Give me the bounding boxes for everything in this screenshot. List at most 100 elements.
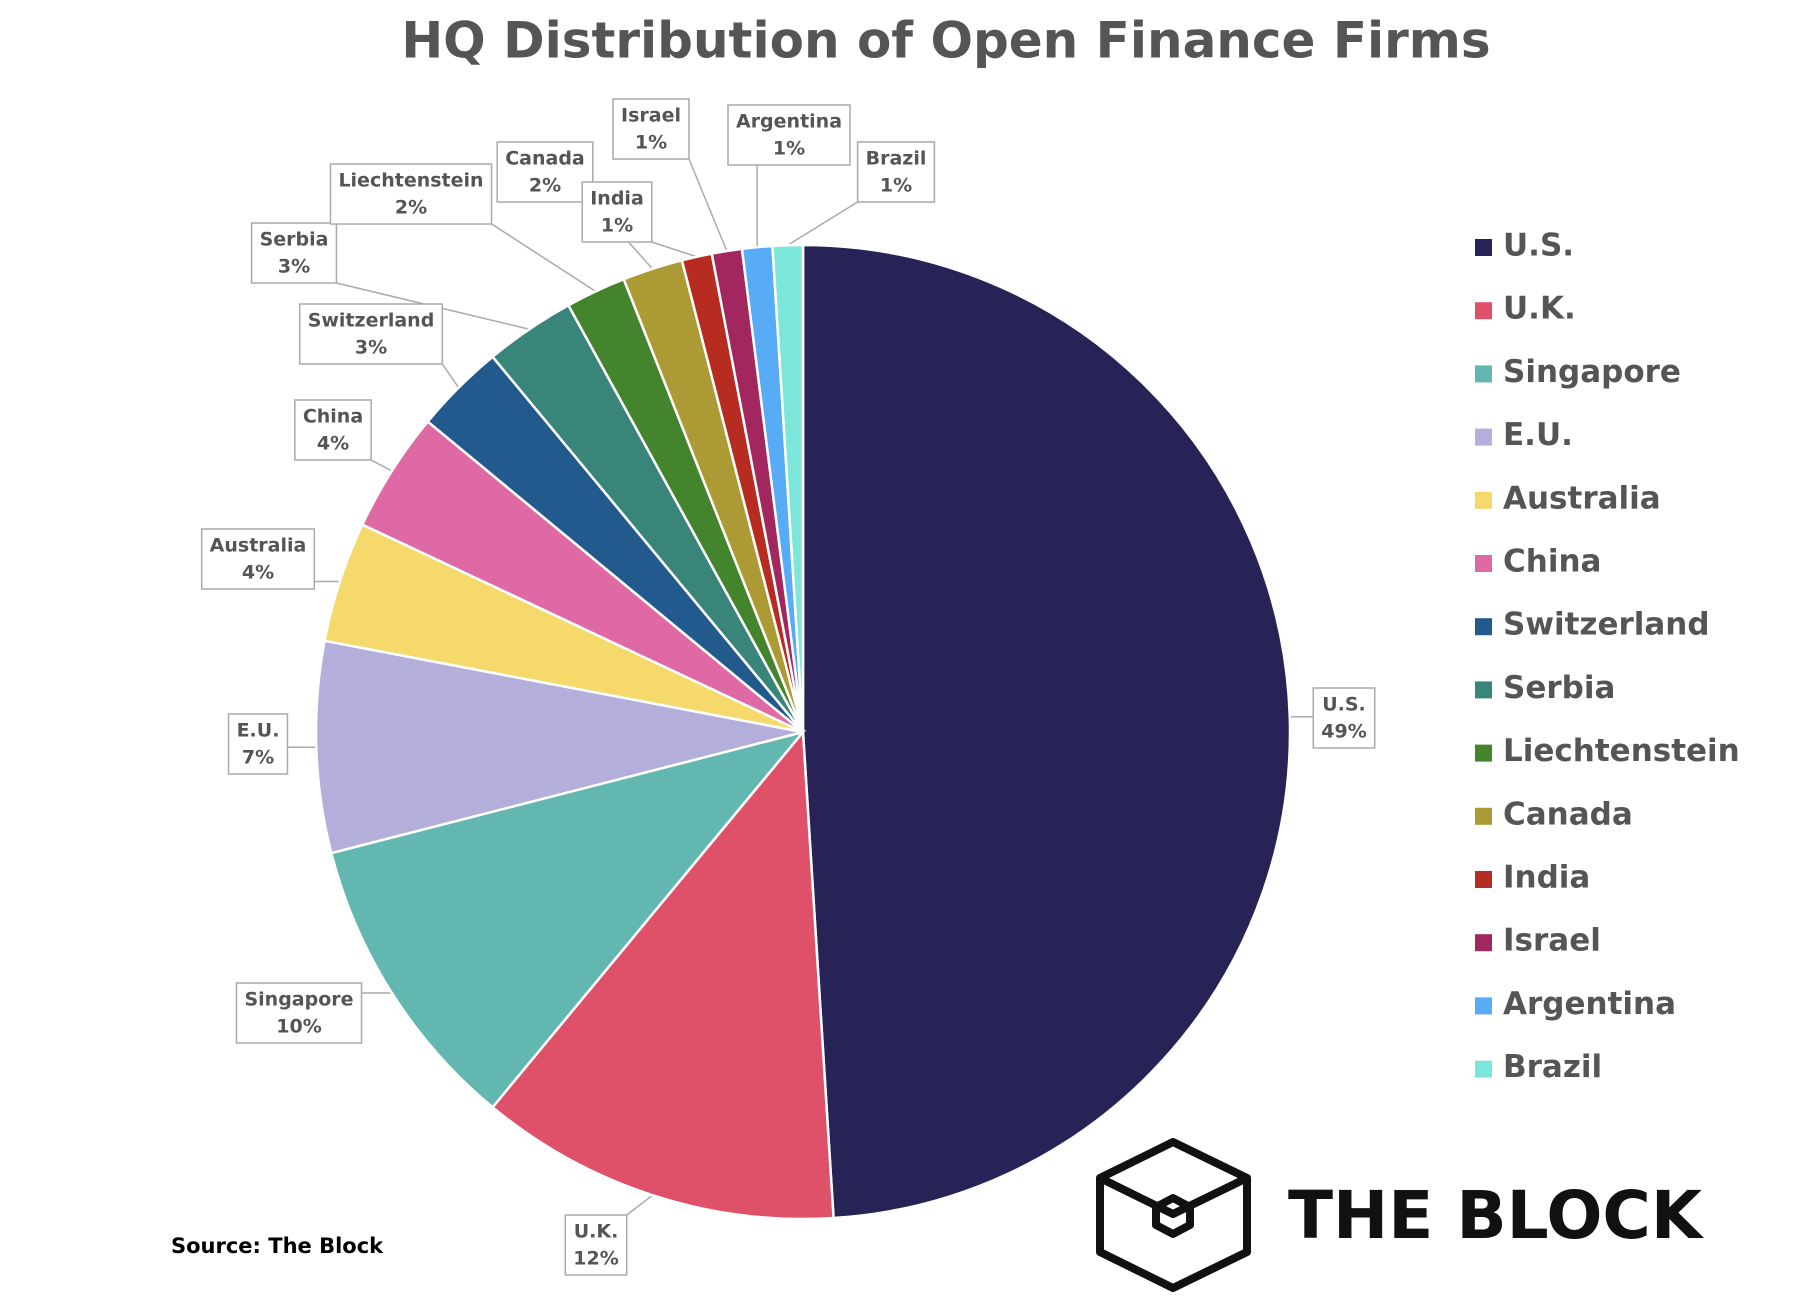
legend-label: U.S.	[1503, 228, 1574, 264]
label-name: U.K.	[574, 1221, 619, 1243]
leader-line	[626, 1194, 653, 1216]
slice	[490, 728, 835, 1221]
source: Source: The Block	[171, 1234, 384, 1258]
data-label: Brazil 1%	[856, 141, 936, 203]
leader-line	[370, 459, 393, 472]
legend-label: Brazil	[1503, 1049, 1602, 1085]
data-label: Israel 1%	[612, 98, 690, 160]
slice	[329, 729, 807, 1110]
legend-label: Argentina	[1503, 986, 1676, 1022]
label-value: 10%	[276, 1016, 321, 1038]
label-name: E.U.	[237, 720, 280, 742]
data-label: Serbia 3%	[250, 222, 338, 284]
legend-label: Singapore	[1503, 354, 1681, 390]
leader-line	[491, 223, 597, 292]
label-name: Liechtenstein	[338, 170, 483, 192]
leader-line	[787, 201, 859, 246]
slices	[314, 243, 1292, 1221]
label-value: 12%	[573, 1248, 618, 1270]
label-box	[294, 399, 372, 461]
label-name: Argentina	[736, 111, 842, 133]
data-label: U.S. 49%	[1312, 687, 1376, 749]
data-label: Argentina 1%	[727, 104, 851, 166]
label-box	[612, 98, 690, 160]
label-value: 1%	[601, 215, 633, 237]
label-name: Switzerland	[308, 310, 435, 332]
leader-line	[651, 241, 697, 258]
label-value: 1%	[635, 132, 667, 154]
label-name: Brazil	[866, 148, 927, 170]
legend-swatch	[1475, 1060, 1492, 1078]
label-value: 2%	[529, 175, 561, 197]
legend-label: India	[1503, 860, 1590, 896]
label-box	[329, 163, 493, 225]
label-name: Israel	[621, 105, 681, 127]
label-box	[856, 141, 936, 203]
label-value: 7%	[242, 747, 274, 769]
legend-swatch	[1475, 365, 1492, 383]
data-label: Liechtenstein 2%	[329, 163, 493, 225]
label-value: 3%	[278, 256, 310, 278]
legend-swatch	[1475, 618, 1492, 636]
leader-line	[688, 158, 728, 252]
data-label: Canada 2%	[496, 141, 594, 203]
legend-label: Canada	[1503, 796, 1633, 832]
legend-label: Liechtenstein	[1503, 733, 1740, 769]
legend-swatch	[1475, 239, 1492, 256]
data-label: U.K. 12%	[564, 1214, 628, 1276]
data-label: China 4%	[294, 399, 372, 461]
label-box	[581, 181, 653, 243]
legend-swatch	[1475, 997, 1492, 1015]
legend-swatch	[1475, 681, 1492, 699]
label-box	[727, 104, 851, 166]
legend-swatch	[1475, 428, 1492, 446]
data-label: Switzerland 3%	[298, 303, 444, 365]
legend-label: China	[1503, 544, 1601, 580]
label-box	[227, 713, 289, 775]
labels: U.S. 49% U.K. 12% Singapore 10% E.U. 7% Australi…	[200, 98, 1376, 1276]
legend-swatch	[1475, 934, 1492, 952]
label-name: U.S.	[1322, 694, 1366, 716]
data-label: India 1%	[581, 181, 653, 243]
legend-swatch	[1475, 871, 1492, 888]
logo-icon	[1096, 1138, 1251, 1292]
legend-swatch	[1475, 491, 1492, 509]
label-value: 3%	[355, 337, 387, 359]
legend-swatch	[1475, 555, 1492, 572]
slice	[801, 243, 1292, 1220]
legend-label: E.U.	[1503, 417, 1573, 453]
label-value: 1%	[773, 138, 805, 160]
data-label: Australia 4%	[200, 528, 316, 590]
data-label: E.U. 7%	[227, 713, 289, 775]
label-box	[235, 982, 363, 1044]
data-label: Singapore 10%	[235, 982, 363, 1044]
slice	[771, 243, 805, 733]
label-name: Singapore	[244, 989, 353, 1011]
slice	[314, 639, 804, 855]
label-value: 49%	[1321, 721, 1366, 743]
label-box	[1312, 687, 1376, 749]
label-value: 4%	[242, 562, 274, 584]
legend-swatch	[1475, 744, 1492, 762]
label-box	[298, 303, 444, 365]
label-name: Australia	[210, 535, 307, 557]
label-value: 2%	[395, 197, 427, 219]
label-box	[496, 141, 594, 203]
label-value: 1%	[880, 175, 912, 197]
legend-label: Switzerland	[1503, 607, 1710, 643]
legend-label: U.K.	[1503, 291, 1576, 327]
chart-title: HQ Distribution of Open Finance Firms	[401, 12, 1490, 70]
legend-label: Israel	[1503, 923, 1601, 959]
label-name: India	[590, 188, 644, 210]
label-name: Canada	[505, 148, 585, 170]
label-name: China	[303, 406, 363, 428]
leader-line	[441, 363, 460, 389]
legend-label: Australia	[1503, 480, 1661, 516]
label-box	[564, 1214, 628, 1276]
label-name: Serbia	[260, 229, 329, 251]
label-value: 4%	[317, 433, 349, 455]
label-box	[200, 528, 316, 590]
logo-text: THE BLOCK	[1288, 1177, 1705, 1254]
